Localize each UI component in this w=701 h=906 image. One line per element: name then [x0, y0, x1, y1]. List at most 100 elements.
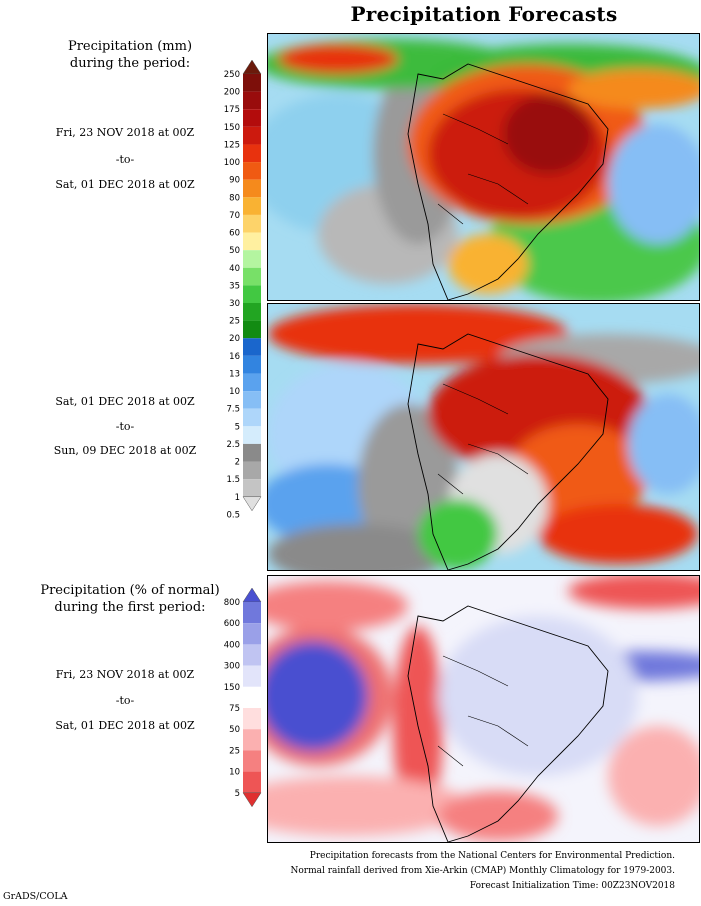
percent-colorbar-swatch	[243, 644, 261, 666]
percent-colorbar-swatch	[243, 750, 261, 772]
period1-start: Fri, 23 NOV 2018 at 00Z	[55, 126, 195, 139]
precip-colorbar-swatch	[243, 479, 261, 497]
precip-colorbar-tick-label: 200	[224, 88, 240, 98]
percent-colorbar-swatch	[243, 665, 261, 687]
percent-colorbar-tick-label: 50	[229, 725, 240, 735]
precip-colorbar-swatch	[243, 303, 261, 321]
period2-sep: -to-	[115, 420, 135, 433]
precip-colorbar: 2502001751501251009080706050403530252016…	[224, 60, 262, 520]
precip-colorbar-swatch	[243, 373, 261, 392]
precip-colorbar-tick-label: 175	[224, 105, 240, 115]
precip-colorbar-swatch	[243, 426, 261, 444]
footer-line2: Normal rainfall derived from Xie-Arkin (…	[290, 866, 676, 876]
percent-colorbar-swatch	[243, 686, 261, 708]
precip-colorbar-tick-label: 2	[235, 458, 240, 468]
map-period2-graphic	[268, 304, 699, 570]
precip-colorbar-tick-label: 35	[229, 281, 240, 291]
percent-colorbar-bottom-arrow	[242, 792, 262, 808]
footer-line1: Precipitation forecasts from the Nationa…	[309, 851, 675, 861]
period1-sep: -to-	[115, 153, 135, 166]
precip-colorbar-swatch	[243, 126, 261, 145]
precip-colorbar-swatch	[243, 391, 261, 409]
precip-colorbar-tick-label: 16	[229, 352, 240, 362]
panel1-heading-line2: during the period:	[69, 56, 191, 71]
percent-colorbar-swatch	[243, 771, 261, 793]
period3-start: Fri, 23 NOV 2018 at 00Z	[55, 668, 195, 681]
percent-colorbar-swatch	[243, 602, 261, 624]
precip-colorbar-tick-label: 20	[229, 334, 240, 344]
map-period1	[267, 33, 700, 301]
precip-colorbar-tick-label: 125	[224, 140, 240, 150]
precip-colorbar-swatch	[243, 285, 261, 303]
precip-colorbar-swatch	[243, 232, 261, 251]
footer-line3: Forecast Initialization Time: 00Z23NOV20…	[469, 881, 675, 891]
precip-colorbar-swatch	[243, 355, 261, 374]
precip-colorbar-swatch	[243, 408, 261, 427]
precip-colorbar-tick-label: 10	[229, 387, 240, 397]
precip-colorbar-swatch	[243, 162, 261, 180]
percent-colorbar-tick-label: 5	[235, 789, 240, 799]
period1-end: Sat, 01 DEC 2018 at 00Z	[55, 178, 195, 191]
map-period1-graphic	[268, 34, 699, 300]
precip-colorbar-tick-label: 25	[229, 317, 240, 327]
precip-colorbar-tick-label: 80	[229, 193, 240, 203]
precip-colorbar-tick-label: 100	[224, 158, 240, 168]
percent-colorbar-top-arrow	[242, 588, 262, 603]
panel1-heading: Precipitation (mm) during the period:	[0, 38, 260, 72]
precip-colorbar-bottom-arrow	[242, 496, 262, 512]
panel1-heading-line1: Precipitation (mm)	[67, 39, 193, 54]
panel3-heading-line2: during the first period:	[54, 600, 206, 615]
precip-colorbar-tick-label: 0.5	[226, 510, 240, 520]
precip-colorbar-tick-label: 1.5	[226, 475, 240, 485]
precip-colorbar-swatch	[243, 461, 261, 480]
precip-colorbar-swatch	[243, 179, 261, 198]
percent-colorbar-tick-label: 800	[224, 598, 240, 608]
precip-colorbar-swatch	[243, 197, 261, 215]
precip-colorbar-swatch	[243, 320, 261, 339]
precip-colorbar-tick-label: 5	[235, 422, 240, 432]
period2-end: Sun, 09 DEC 2018 at 00Z	[53, 444, 197, 457]
precip-colorbar-swatch	[243, 144, 261, 163]
precip-colorbar-tick-label: 90	[229, 176, 240, 186]
precip-colorbar-tick-label: 70	[229, 211, 240, 221]
panel3-heading: Precipitation (% of normal) during the f…	[0, 582, 260, 616]
percent-colorbar-tick-label: 10	[229, 768, 240, 778]
precip-colorbar-swatch	[243, 74, 261, 92]
percent-colorbar-tick-label: 150	[224, 683, 240, 693]
map-percent-normal	[267, 575, 700, 843]
precip-colorbar-tick-label: 2.5	[226, 440, 240, 450]
precip-colorbar-tick-label: 50	[229, 246, 240, 256]
period3-sep: -to-	[115, 694, 135, 707]
panel3-heading-line1: Precipitation (% of normal)	[40, 583, 220, 598]
percent-colorbar-tick-label: 600	[224, 619, 240, 629]
credit-label: GrADS/COLA	[3, 891, 68, 902]
precip-colorbar-tick-label: 30	[229, 299, 240, 309]
precip-colorbar-swatch	[243, 109, 261, 127]
precip-colorbar-swatch	[243, 443, 261, 462]
percent-colorbar-tick-label: 75	[229, 704, 240, 714]
percent-colorbar-tick-label: 25	[229, 746, 240, 756]
percent-normal-colorbar: 800 600 400 300 150 75 50 25 10 5	[224, 588, 262, 808]
precip-colorbar-tick-label: 150	[224, 123, 240, 133]
percent-colorbar-tick-label: 300	[224, 662, 240, 672]
precip-colorbar-tick-label: 60	[229, 229, 240, 239]
map-period2	[267, 303, 700, 571]
percent-colorbar-swatch	[243, 708, 261, 730]
precip-colorbar-swatch	[243, 250, 261, 268]
period2-start: Sat, 01 DEC 2018 at 00Z	[55, 395, 195, 408]
period3-end: Sat, 01 DEC 2018 at 00Z	[55, 719, 195, 732]
precip-colorbar-top-arrow	[242, 60, 262, 75]
main-title: Precipitation Forecasts	[350, 2, 618, 26]
map-percent-normal-graphic	[268, 576, 699, 842]
precip-colorbar-tick-label: 1	[235, 493, 240, 503]
precip-colorbar-tick-label: 250	[224, 70, 240, 80]
precip-colorbar-swatch	[243, 214, 261, 233]
precip-colorbar-swatch	[243, 338, 261, 356]
precip-colorbar-tick-label: 40	[229, 264, 240, 274]
percent-colorbar-swatch	[243, 729, 261, 751]
percent-colorbar-swatch	[243, 623, 261, 645]
precip-colorbar-swatch	[243, 91, 261, 110]
precip-colorbar-tick-label: 13	[229, 369, 240, 379]
precip-colorbar-tick-label: 7.5	[226, 405, 240, 415]
precip-colorbar-swatch	[243, 267, 261, 286]
